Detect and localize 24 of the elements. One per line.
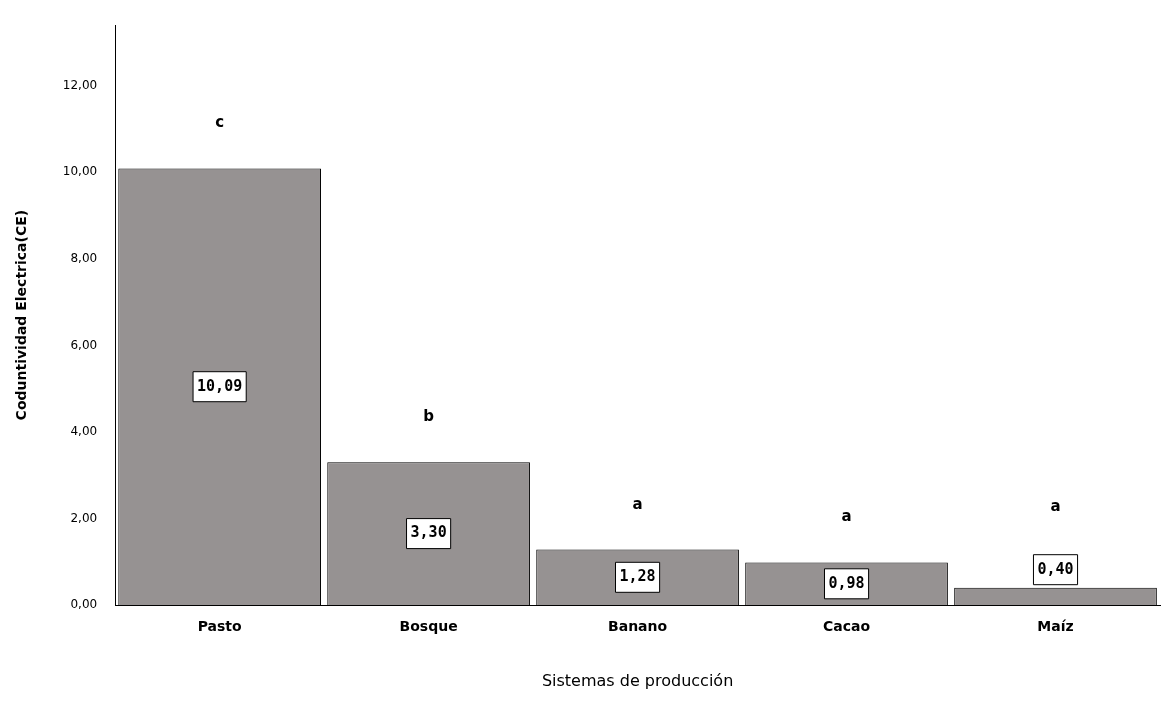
data-label: 1,28: [619, 567, 656, 586]
y-tick-label: 6,00: [70, 337, 98, 352]
y-tick-label: 4,00: [70, 424, 98, 439]
y-tick-label: 0,00: [70, 597, 98, 612]
x-tick-label: Cacao: [823, 618, 871, 635]
annotation: a: [632, 494, 643, 513]
x-axis-title: Sistemas de producción: [541, 670, 734, 690]
y-tick-label: 12,00: [62, 77, 98, 92]
y-tick-label: 2,00: [70, 510, 98, 525]
x-tick-label: Maíz: [1037, 618, 1074, 635]
x-tick-label: Bosque: [399, 618, 458, 635]
annotation: a: [841, 507, 852, 526]
annotation: c: [215, 113, 225, 132]
data-label: 0,40: [1037, 559, 1074, 578]
x-tick-label: Banano: [608, 618, 668, 635]
y-tick-label: 8,00: [70, 250, 98, 265]
annotation: a: [1050, 496, 1061, 515]
annotation: b: [423, 407, 435, 426]
x-tick-label: Pasto: [197, 618, 242, 635]
data-label: 0,98: [828, 573, 865, 592]
y-axis-title: Coduntividad Electrica(CE): [13, 209, 30, 421]
data-label: 10,09: [197, 376, 243, 395]
y-tick-label: 10,00: [62, 164, 98, 179]
data-label: 3,30: [410, 523, 447, 542]
